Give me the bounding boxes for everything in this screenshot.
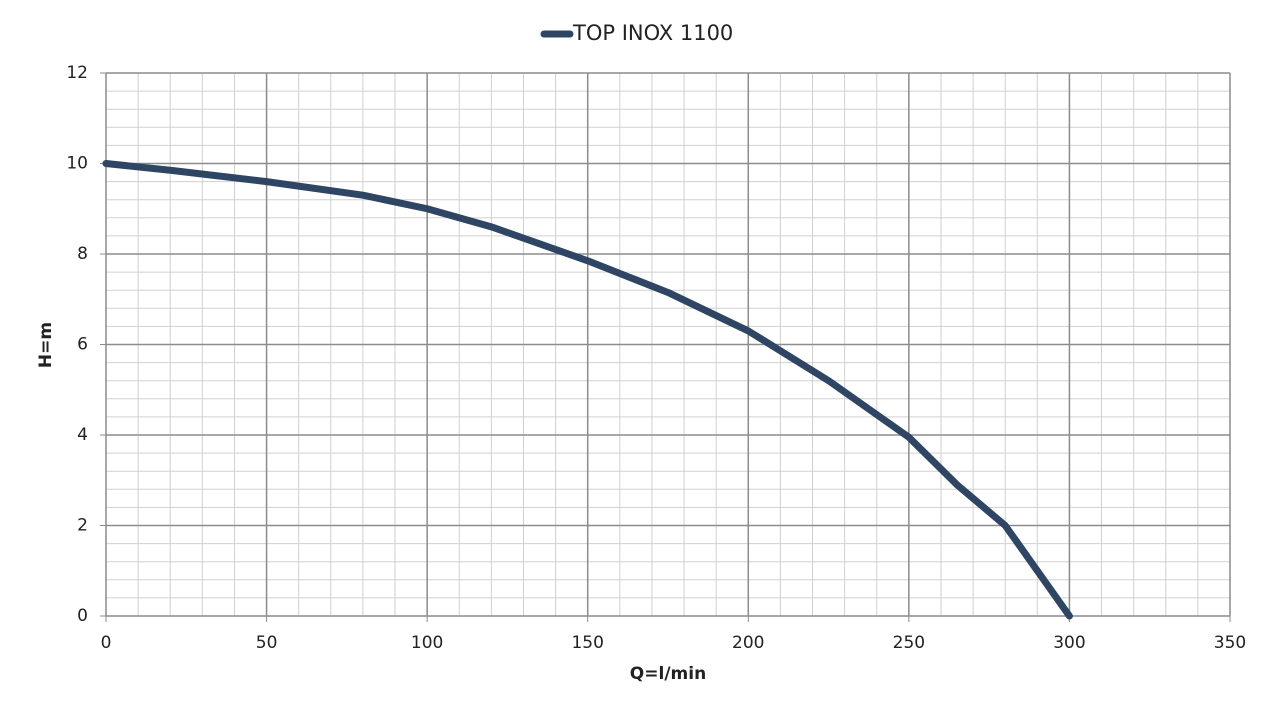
x-axis-title: Q=l/min bbox=[630, 664, 706, 684]
y-tick-label: 10 bbox=[66, 154, 88, 174]
y-tick-label: 6 bbox=[77, 335, 88, 355]
x-tick-label: 350 bbox=[1214, 633, 1246, 653]
x-tick-label: 150 bbox=[571, 633, 603, 653]
x-tick-label: 200 bbox=[732, 633, 764, 653]
y-tick-label: 2 bbox=[77, 516, 88, 536]
legend-label: TOP INOX 1100 bbox=[572, 21, 733, 45]
y-tick-label: 8 bbox=[77, 244, 88, 264]
data-line bbox=[102, 160, 1073, 620]
y-tick-label: 12 bbox=[66, 63, 88, 83]
x-tick-label: 300 bbox=[1053, 633, 1085, 653]
x-tick-label: 50 bbox=[256, 633, 278, 653]
major-grid bbox=[105, 72, 1231, 617]
x-tick-label: 100 bbox=[411, 633, 443, 653]
y-tick-label: 0 bbox=[77, 606, 88, 626]
x-tick-label: 0 bbox=[101, 633, 112, 653]
x-tick-label: 250 bbox=[893, 633, 925, 653]
y-axis-title: H=m bbox=[36, 322, 56, 368]
y-tick-label: 4 bbox=[77, 425, 88, 445]
